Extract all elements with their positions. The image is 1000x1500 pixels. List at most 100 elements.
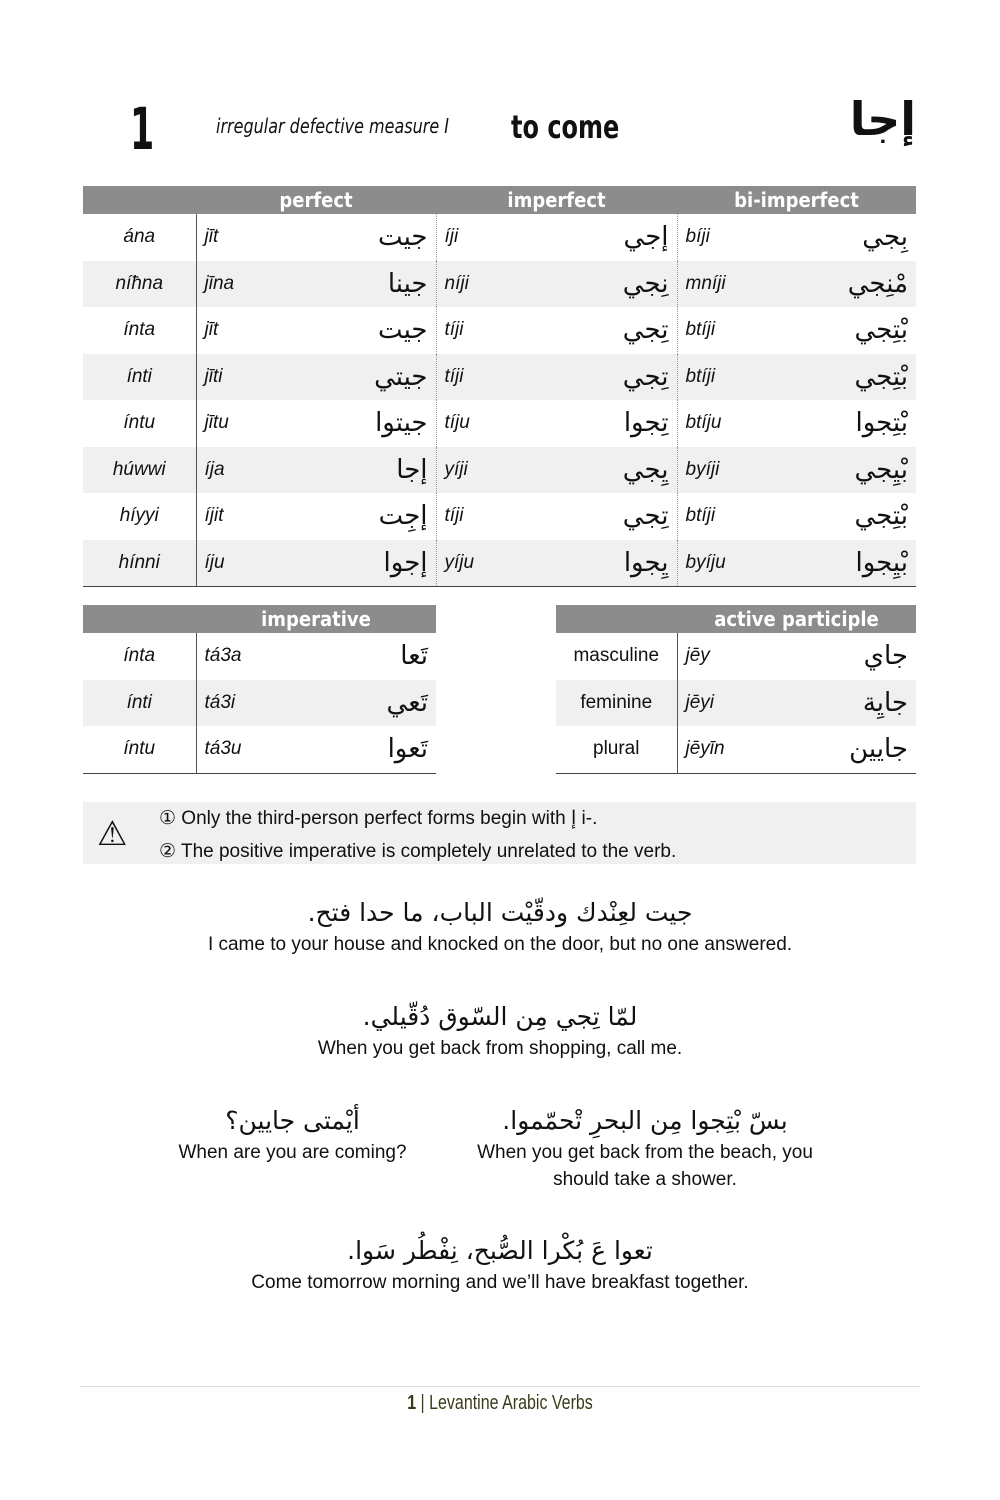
cell: إجي: [538, 214, 678, 261]
example-arabic: لمّا تِجي مِن السّوق دُقّيلي.: [362, 1002, 638, 1031]
cell: tíju: [444, 412, 470, 434]
table-row: íntu tá3u تَعوا: [83, 726, 436, 774]
cell: تِجي: [538, 353, 678, 400]
note-2: ② The positive imperative is completely …: [159, 841, 677, 862]
cell: jēyi: [677, 679, 779, 726]
notes-box: ⚠ ① Only the third-person perfect forms …: [83, 802, 916, 864]
cell: إجا: [291, 446, 437, 493]
cell: بِجي: [862, 222, 908, 253]
participle-title: active participle: [677, 605, 916, 633]
cell: جايين: [778, 726, 916, 774]
table-row: húwwi íja إجا yíji يِجي byíji بْيِجي: [83, 446, 916, 493]
imperative-table: imperative ínta tá3a تَعا ínti tá3i تَعي íntu t…: [83, 605, 436, 774]
table-row: ínta tá3a تَعا: [83, 633, 436, 680]
cell: جيت: [291, 214, 437, 261]
cell: jīna: [196, 260, 292, 307]
cell: bíji: [685, 226, 710, 248]
cell: tá3a: [204, 645, 242, 667]
footer-divider: [80, 1386, 920, 1387]
example-english: I came to your house and knocked on the …: [207, 934, 793, 955]
cell: íntu: [83, 400, 197, 447]
verb-translation: to come: [511, 108, 620, 146]
cell: jīt: [204, 226, 219, 248]
participle-table: active participle masculine jēy جاي feminin…: [556, 605, 916, 774]
cell: íji: [444, 226, 459, 248]
cell: mníji: [677, 260, 779, 307]
cell: jīt: [204, 319, 219, 341]
cell: جيت: [291, 307, 437, 354]
conjugation-table: perfect imperfect bi-imperfect ána jīt جيت…: [83, 186, 916, 587]
cell: híyyi: [83, 493, 197, 540]
cell: بْتِجي: [778, 353, 916, 400]
cell: ínta: [83, 633, 197, 680]
col-header: [83, 186, 196, 214]
cell: إجوا: [291, 539, 437, 587]
cell: تِجي: [538, 493, 678, 540]
cell: ána: [83, 214, 197, 261]
cell: جايِة: [778, 679, 916, 726]
verb-arabic: إجا: [849, 92, 916, 146]
example-5: تعوا عَ بُكْرا الصُّبح، نِفْطُر سَوا. Co…: [100, 1236, 900, 1296]
cell: تَعوا: [311, 726, 436, 774]
cell: تَعي: [311, 679, 436, 726]
cell: byíju: [677, 539, 779, 587]
note-1: ① Only the third-person perfect forms be…: [159, 808, 598, 829]
cell: ínti: [83, 353, 197, 400]
example-english: When you get back from shopping, call me…: [317, 1038, 683, 1059]
cell: بْتِجي: [854, 315, 908, 346]
cell: jēy: [685, 645, 710, 667]
cell: íja: [196, 446, 292, 493]
cell: جينا: [291, 260, 437, 307]
cell: جيتوا: [291, 400, 437, 447]
table-row: ána jīt جيت íji إجي bíji بِجي: [83, 214, 916, 261]
cell: بْيِجوا: [778, 539, 916, 587]
book-title: | Levantine Arabic Verbs: [420, 1392, 593, 1414]
table-row: feminine jēyi جايِة: [556, 679, 916, 726]
cell: ínta: [83, 307, 197, 354]
cell: hínni: [83, 539, 197, 587]
cell: تَعا: [400, 641, 428, 672]
cell: yíji: [436, 446, 539, 493]
table-row: níħna jīna جينا níji نِجي mníji مْنِجي: [83, 260, 916, 307]
example-arabic: أيْمتى جايين؟: [225, 1106, 360, 1135]
cell: jīti: [196, 353, 292, 400]
example-english: When are you are coming?: [178, 1142, 407, 1163]
cell: tá3u: [196, 726, 312, 774]
cell: jītu: [204, 412, 229, 434]
warning-icon: ⚠: [97, 815, 128, 853]
cell: يِجي: [538, 446, 678, 493]
page-number: 1: [407, 1392, 417, 1414]
cell: masculine: [556, 633, 678, 680]
example-arabic: بسّ بْتِجوا مِن البحرِ تْحمّموا.: [502, 1106, 788, 1135]
cell: btíju: [685, 412, 722, 434]
example-arabic: تعوا عَ بُكْرا الصُّبح، نِفْطُر سَوا.: [347, 1236, 653, 1265]
cell: yíju: [436, 539, 539, 587]
cell: إجِت: [291, 493, 437, 540]
cell: بْتِجوا: [855, 408, 908, 439]
table-row: ínta jīt جيت tíji تِجي btíji بْتِجي: [83, 307, 916, 354]
cell: níji: [436, 260, 539, 307]
table-row: ínti jīti جيتي tíji تِجي btíji بْتِجي: [83, 353, 916, 400]
cell: btíji: [685, 319, 716, 341]
cell: تِجي: [538, 307, 678, 354]
example-english: When you get back from the beach, you sh…: [477, 1142, 813, 1190]
cell: íntu: [83, 726, 197, 774]
cell: níħna: [83, 260, 197, 307]
cell: نِجي: [538, 260, 678, 307]
table-row: íntu jītu جيتوا tíju تِجوا btíju بْتِجوا: [83, 400, 916, 447]
example-3: أيْمتى جايين؟ When are you are coming?: [150, 1106, 435, 1166]
cell: تِجوا: [538, 400, 678, 447]
cell: jēyīn: [677, 726, 779, 774]
cell: جيتي: [291, 353, 437, 400]
verb-number: 1: [130, 95, 155, 163]
cell: جاي: [863, 641, 908, 672]
cell: tíji: [444, 505, 464, 527]
example-4: بسّ بْتِجوا مِن البحرِ تْحمّموا. When yo…: [450, 1106, 840, 1193]
cell: btíji: [677, 353, 779, 400]
cell: tíji: [444, 319, 464, 341]
cell: بْتِجي: [854, 501, 908, 532]
cell: feminine: [556, 679, 678, 726]
col-header-imperfect: imperfect: [436, 186, 677, 214]
footer: 1 | Levantine Arabic Verbs: [100, 1392, 900, 1415]
